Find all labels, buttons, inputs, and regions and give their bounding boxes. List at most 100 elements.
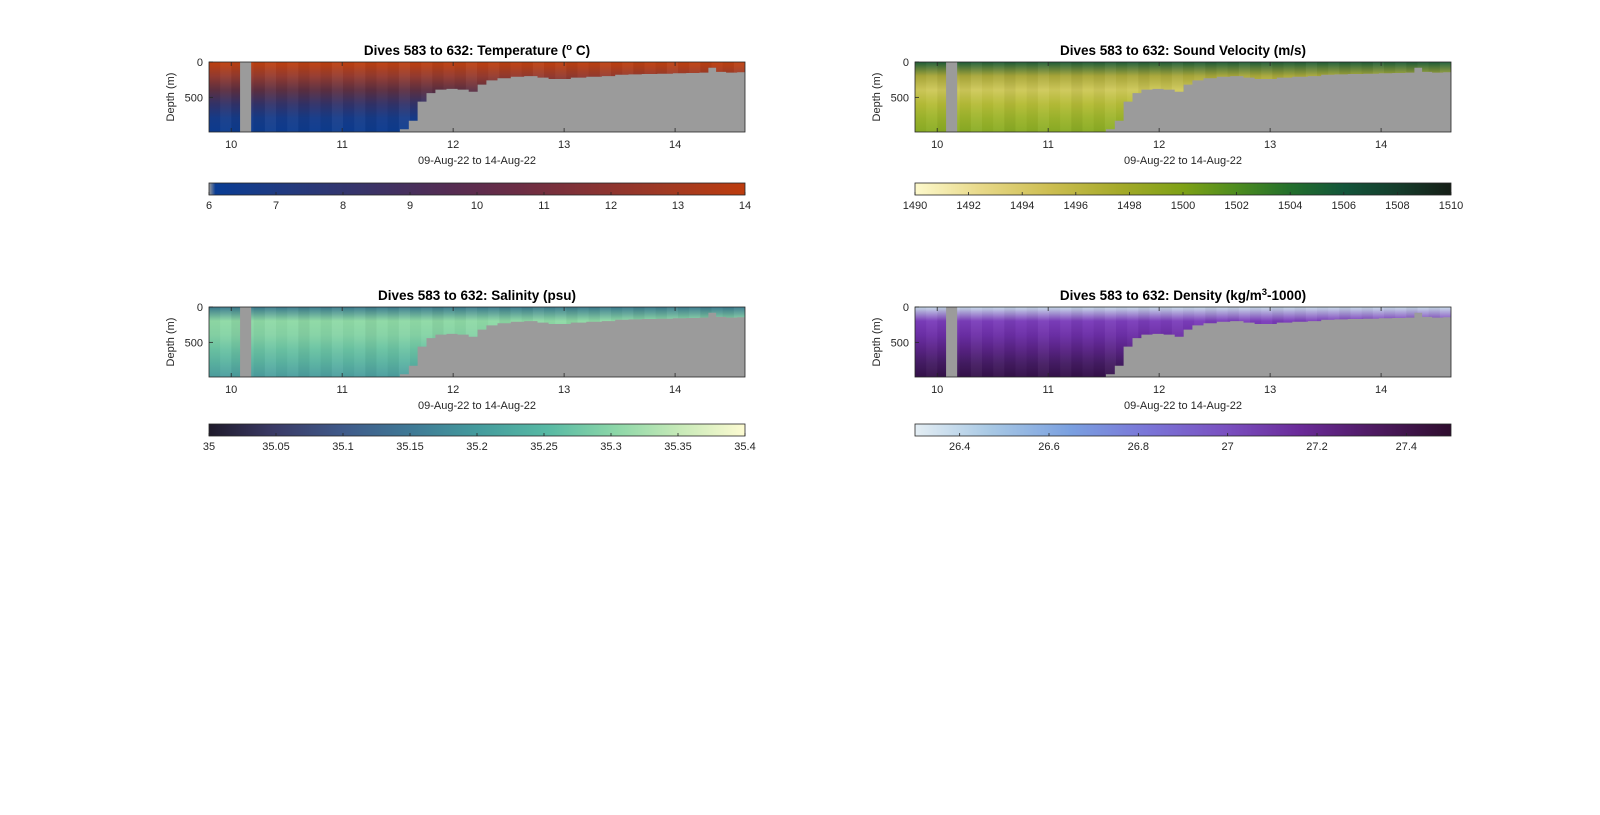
dive-stripe — [1037, 307, 1049, 377]
colorbar-tick-label: 1508 — [1385, 200, 1409, 212]
colorbar-tick-label: 35.25 — [530, 441, 558, 453]
chart-panel-4: 10 11 12 13 14 0 500 09-Aug-22 to 14-Aug-22 Dept… — [871, 287, 1452, 453]
chart-title-main: Dives 583 to 632: Density (kg/m — [1060, 288, 1262, 303]
colorbar-tick-label: 26.8 — [1128, 441, 1149, 453]
x-tick-label: 12 — [1153, 139, 1165, 151]
dive-stripe — [1094, 62, 1105, 132]
colorbar-tick-label: 35.35 — [664, 441, 692, 453]
colorbar-tick-label: 26.4 — [949, 441, 970, 453]
dive-stripe — [960, 307, 971, 377]
chart-title: Dives 583 to 632: Salinity (psu) — [378, 288, 576, 303]
data-gap-bar — [240, 62, 252, 132]
dive-stripe — [276, 62, 287, 132]
y-tick-label: 0 — [903, 302, 909, 314]
dive-stripe — [1071, 62, 1083, 132]
x-tick-label: 13 — [1264, 139, 1276, 151]
dive-stripe — [220, 307, 231, 377]
dive-stripe — [1060, 62, 1071, 132]
colorbar-tick-label: 1494 — [1010, 200, 1034, 212]
x-tick-label: 14 — [669, 384, 681, 396]
colorbar-tick-label: 35.15 — [396, 441, 424, 453]
colorbar-tick-label: 35.4 — [734, 441, 755, 453]
x-tick-label: 11 — [1042, 139, 1053, 151]
dive-stripe — [1049, 307, 1060, 377]
colorbar-tick-label: 1500 — [1171, 200, 1195, 212]
x-axis-label: 09-Aug-22 to 14-Aug-22 — [418, 400, 536, 412]
x-tick-label: 11 — [336, 384, 347, 396]
chart-title: Dives 583 to 632: Density (kg/m3-1000) — [1060, 287, 1306, 304]
chart-title-superscript: o — [566, 42, 572, 53]
data-gap-bar — [240, 307, 252, 377]
dive-stripe — [1027, 307, 1038, 377]
y-tick-label: 0 — [903, 57, 909, 69]
seafloor-mask — [915, 67, 1451, 132]
chart-title-suffix: -1000) — [1267, 288, 1306, 303]
dive-stripe — [982, 307, 993, 377]
x-tick-label: 14 — [1375, 384, 1387, 396]
dive-stripe — [398, 307, 410, 377]
dive-stripe — [926, 62, 937, 132]
data-gap-bar — [946, 62, 958, 132]
dive-stripe — [377, 62, 388, 132]
x-tick-label: 10 — [931, 139, 943, 151]
seafloor-mask — [915, 312, 1451, 377]
x-tick-label: 13 — [558, 384, 570, 396]
chart-panel-3: 10 11 12 13 14 0 500 09-Aug-22 to 14-Aug-22 Dept… — [165, 288, 756, 453]
colorbar-tick-label: 26.6 — [1038, 441, 1059, 453]
colorbar-scale — [914, 423, 1452, 437]
y-tick-label: 500 — [185, 92, 203, 104]
dive-stripe — [1083, 307, 1094, 377]
dive-stripe — [264, 307, 276, 377]
x-tick-label: 13 — [1264, 384, 1276, 396]
dive-stripe — [1060, 307, 1071, 377]
x-tick-label: 11 — [336, 139, 347, 151]
x-tick-label: 10 — [931, 384, 943, 396]
dive-stripe — [298, 307, 310, 377]
colorbar-tick-label: 13 — [672, 200, 684, 212]
dive-stripe — [365, 62, 377, 132]
x-tick-label: 13 — [558, 139, 570, 151]
dive-stripe — [377, 307, 388, 377]
colorbar-tick-label: 1490 — [903, 200, 927, 212]
y-axis-label: Depth (m) — [871, 318, 883, 367]
dive-stripe — [276, 307, 287, 377]
x-tick-label: 12 — [447, 139, 459, 151]
dive-stripe — [354, 307, 365, 377]
x-tick-label: 10 — [225, 139, 237, 151]
x-axis-label: 09-Aug-22 to 14-Aug-22 — [1124, 400, 1242, 412]
seafloor-mask — [209, 67, 745, 132]
colorbar: 35 35.05 35.1 35.15 35.2 35.25 35.3 35.35 35.4 — [203, 423, 756, 453]
chart-title-superscript: 3 — [1262, 287, 1267, 298]
x-tick-label: 12 — [447, 384, 459, 396]
dive-stripe — [1083, 62, 1094, 132]
colorbar-tick-label: 12 — [605, 200, 617, 212]
dive-stripe — [321, 62, 332, 132]
dive-stripe — [937, 62, 949, 132]
x-tick-label: 14 — [1375, 139, 1387, 151]
dive-stripe — [1104, 62, 1116, 132]
colorbar: 1490 1492 1494 1496 1498 1500 1502 1504 1506 1508… — [903, 182, 1463, 212]
dive-stripe — [970, 307, 982, 377]
dive-stripe — [1071, 307, 1083, 377]
dive-stripe — [287, 62, 298, 132]
dive-stripe — [354, 62, 365, 132]
colorbar: 26.4 26.6 26.8 27 27.2 27.4 — [914, 423, 1452, 453]
y-tick-label: 0 — [197, 57, 203, 69]
y-tick-label: 500 — [185, 337, 203, 349]
dive-stripe — [388, 307, 399, 377]
dive-stripe — [365, 307, 377, 377]
y-axis-label: Depth (m) — [165, 318, 177, 367]
chart-panel-1: 10 11 12 13 14 0 500 09-Aug-22 to 14-Aug-22 Dept… — [165, 42, 751, 213]
dive-stripe — [331, 62, 343, 132]
chart-title-suffix: C) — [572, 43, 590, 58]
colorbar-tick-label: 1510 — [1439, 200, 1463, 212]
y-axis-label: Depth (m) — [871, 73, 883, 122]
chart-title: Dives 583 to 632: Sound Velocity (m/s) — [1060, 43, 1306, 58]
colorbar-tick-label: 14 — [739, 200, 751, 212]
chart-title-main: Dives 583 to 632: Temperature ( — [364, 43, 567, 58]
dive-stripe — [310, 307, 321, 377]
colorbar-tick-label: 1504 — [1278, 200, 1302, 212]
dive-stripe — [331, 307, 343, 377]
dive-stripe — [993, 62, 1004, 132]
